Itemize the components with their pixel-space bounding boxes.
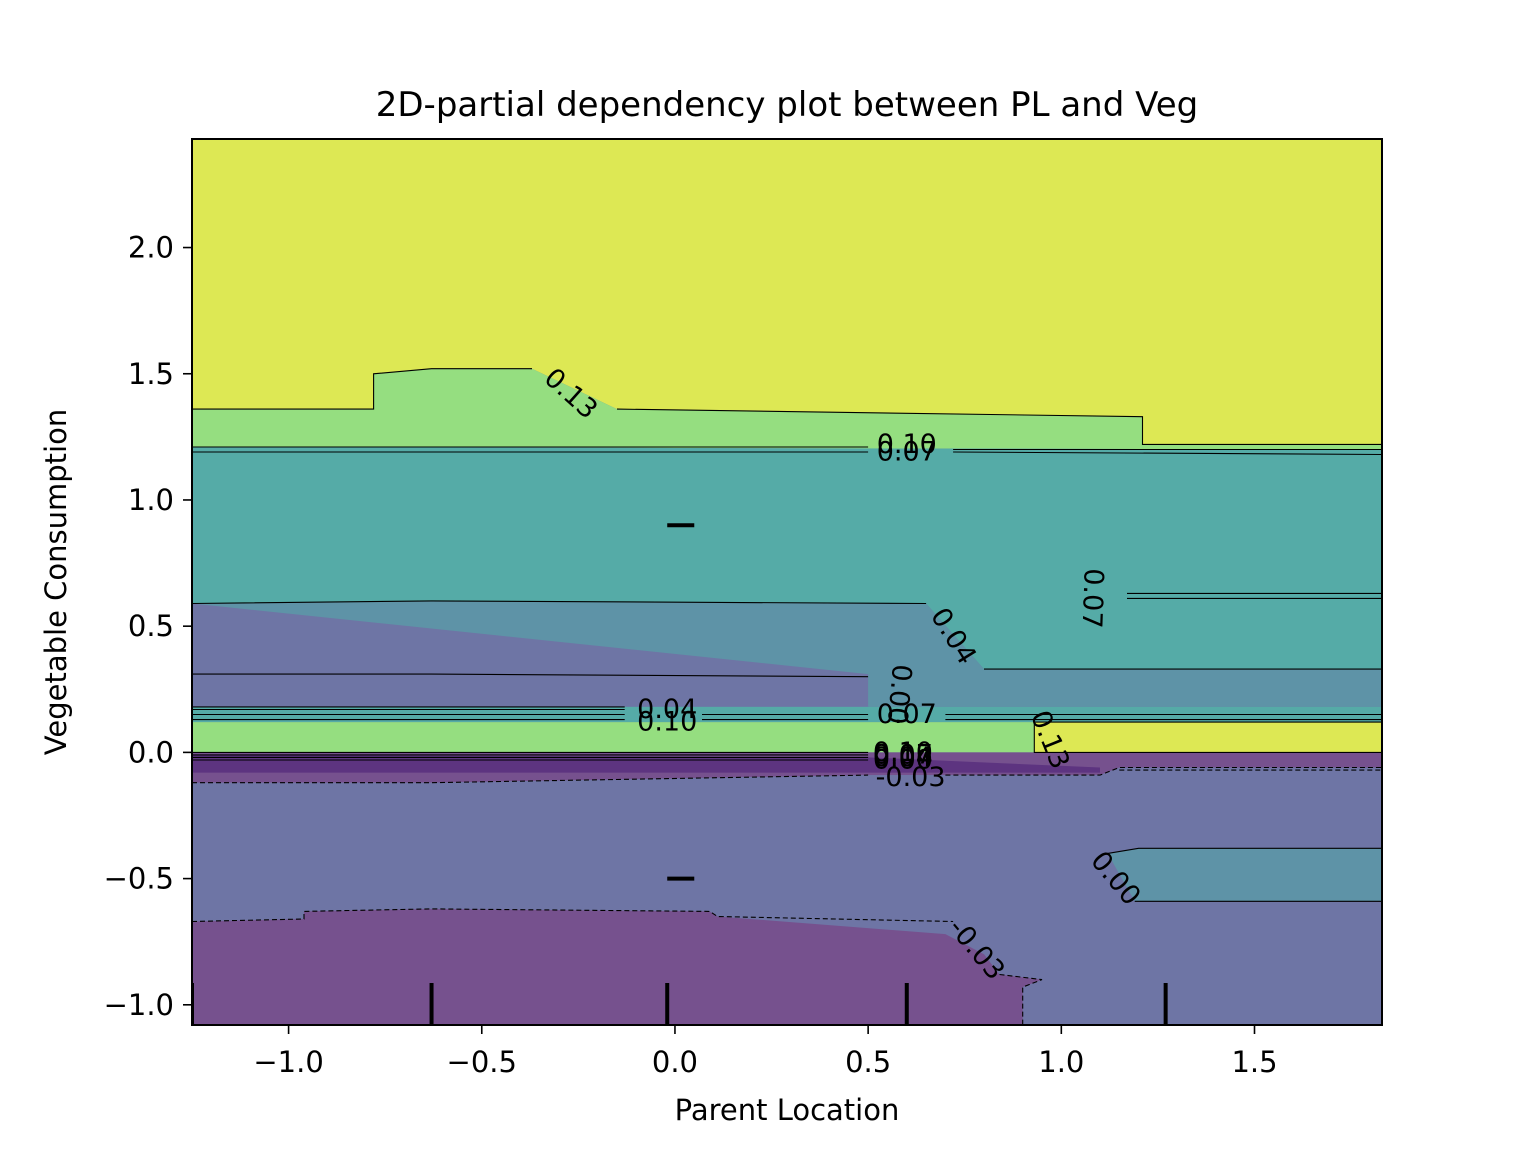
contour-region-9 — [192, 754, 1100, 773]
y-tick-label-6: 2.0 — [128, 231, 174, 265]
contour-fills — [192, 139, 1382, 1025]
contour-label-10: 0.10 — [873, 737, 933, 768]
contour-label-14: -0.03 — [876, 762, 946, 793]
x-tick-label-5: 1.5 — [1231, 1045, 1277, 1079]
contour-line-20 — [1033, 722, 1382, 753]
contour-region-11 — [1107, 848, 1382, 902]
contour-region-1 — [192, 368, 1382, 450]
x-tick-label-1: −0.5 — [447, 1045, 517, 1079]
contour-region-7 — [1034, 722, 1382, 753]
y-axis-label: Vegetable Consumption — [39, 409, 73, 755]
contour-region-2 — [192, 447, 1382, 670]
x-axis-label: Parent Location — [675, 1093, 900, 1127]
x-tick-label-2: 0.0 — [652, 1045, 698, 1079]
x-axis-ticks: −1.0 −0.5 0.0 0.5 1.0 1.5 — [253, 1025, 1278, 1079]
contour-line-0 — [192, 368, 532, 410]
contour-line-30 — [192, 908, 954, 923]
contour-region-6 — [192, 722, 1035, 753]
x-tick-label-3: 0.5 — [845, 1045, 891, 1079]
contour-region-4 — [192, 674, 869, 707]
contour-label-5: 0.00 — [881, 663, 917, 726]
chart-title: 2D-partial dependency plot between PL an… — [376, 85, 1199, 125]
contour-label-13: 0.00 — [873, 745, 933, 776]
contour-line-26 — [945, 766, 1382, 776]
y-tick-label-2: 0.0 — [128, 735, 174, 769]
x-tick-label-4: 1.0 — [1038, 1045, 1084, 1079]
contour-line-25 — [192, 774, 869, 784]
contour-line-10 — [192, 673, 869, 678]
contour-label-1: 0.10 — [877, 429, 937, 460]
contour-label-6: 0.04 — [637, 694, 697, 725]
contour-line-5 — [953, 451, 1382, 456]
y-tick-label-0: −1.0 — [104, 988, 174, 1022]
y-axis-ticks: −1.0 −0.5 0.0 0.5 1.0 1.5 2.0 — [104, 231, 192, 1022]
contour-line-1 — [616, 408, 1382, 445]
y-tick-label-4: 1.0 — [128, 483, 174, 517]
contour-label-11: 0.07 — [873, 739, 933, 770]
contour-lines — [192, 368, 1382, 1025]
contour-label-8: 0.07 — [877, 699, 937, 730]
contour-line-8 — [192, 600, 927, 605]
contour-line-28 — [1107, 847, 1382, 854]
y-tick-label-3: 0.5 — [128, 609, 174, 643]
contour-label-2: 0.07 — [877, 437, 937, 468]
rug-marks — [192, 523, 1168, 1025]
contour-label-7: 0.10 — [637, 707, 697, 738]
plot-frame — [191, 138, 1383, 1026]
contour-line-31 — [999, 973, 1043, 1025]
contour-region-12 — [192, 908, 1042, 1025]
x-tick-label-0: −1.0 — [253, 1045, 323, 1079]
y-tick-label-5: 1.5 — [128, 357, 174, 391]
contour-region-0 — [192, 139, 1382, 445]
y-tick-label-1: −0.5 — [104, 862, 174, 896]
contour-label-3: 0.07 — [1076, 568, 1109, 629]
contour-label-12: 0.04 — [873, 742, 933, 773]
